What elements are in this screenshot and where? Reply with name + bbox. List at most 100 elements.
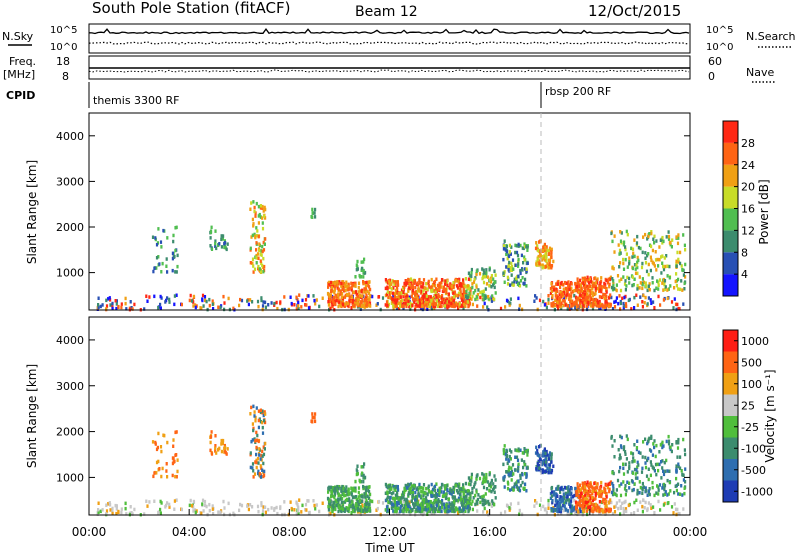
velocity-cell <box>368 506 372 510</box>
power-cell <box>664 285 667 289</box>
velocity-cell <box>418 509 421 514</box>
velocity-cell <box>395 509 398 513</box>
power-cell <box>417 286 420 291</box>
velocity-cell <box>445 509 448 514</box>
velocity-cell <box>550 460 553 464</box>
velocity-cell <box>594 505 597 509</box>
velocity-cell <box>421 509 424 513</box>
velocity-cell <box>297 512 300 516</box>
power-cell <box>357 290 360 294</box>
power-cell <box>662 264 665 269</box>
power-cell <box>346 292 349 297</box>
power-cell <box>594 281 597 285</box>
velocity-cell <box>313 415 316 420</box>
power-cell <box>408 295 411 299</box>
velocity-cell <box>636 470 639 475</box>
power-cell <box>566 307 569 311</box>
power-cell <box>445 304 448 309</box>
power-cell <box>543 258 546 262</box>
velocity-cell <box>468 492 471 496</box>
velocity-cell <box>647 489 650 493</box>
power-cell <box>578 302 581 306</box>
velocity-cell <box>258 453 261 457</box>
power-cell <box>364 300 367 304</box>
colorbar-swatch <box>723 142 738 165</box>
power-cell <box>427 279 430 284</box>
velocity-cell <box>483 506 486 511</box>
power-cell <box>420 301 423 305</box>
power-cell <box>502 257 505 262</box>
velocity-cell <box>628 461 631 465</box>
velocity-cell <box>576 485 579 490</box>
velocity-cell <box>642 485 645 489</box>
power-cell <box>251 217 254 222</box>
power-cell <box>262 214 266 218</box>
velocity-cell <box>615 493 618 498</box>
y-tick-label: 3000 <box>56 175 84 188</box>
velocity-cell <box>449 502 452 507</box>
power-cell <box>613 287 616 291</box>
power-cell <box>261 216 264 220</box>
velocity-cell <box>618 453 622 457</box>
velocity-cell <box>392 499 395 503</box>
power-cell <box>415 294 418 298</box>
power-cell <box>353 303 356 308</box>
velocity-cell <box>660 460 663 464</box>
velocity-cell <box>240 503 244 508</box>
velocity-cell <box>443 506 446 511</box>
power-cell <box>462 278 465 282</box>
power-cell <box>344 302 347 306</box>
power-cell <box>426 307 429 311</box>
power-cell <box>190 299 194 303</box>
velocity-cell <box>644 461 647 465</box>
velocity-cell <box>535 467 538 471</box>
power-cell <box>456 286 460 290</box>
velocity-cell <box>129 505 132 509</box>
power-cell <box>591 287 594 291</box>
velocity-cell <box>524 472 527 476</box>
velocity-cell <box>412 486 415 490</box>
power-cell <box>405 283 408 287</box>
power-cell <box>653 306 656 310</box>
velocity-cell <box>524 482 527 486</box>
velocity-cell <box>263 447 266 451</box>
velocity-cell <box>522 465 525 470</box>
power-cell <box>548 258 552 262</box>
velocity-cell <box>488 488 491 493</box>
power-cell <box>544 264 547 269</box>
power-cell <box>508 301 511 305</box>
velocity-cell <box>544 457 547 461</box>
velocity-cell <box>257 509 260 514</box>
power-cell <box>386 290 389 294</box>
power-cell <box>571 299 574 303</box>
power-cell <box>423 295 426 299</box>
velocity-cell <box>653 469 656 473</box>
velocity-cell <box>151 440 155 444</box>
power-cell <box>352 298 355 302</box>
power-cell <box>518 307 521 311</box>
velocity-cell <box>475 474 478 478</box>
power-cell <box>368 297 371 302</box>
power-cell <box>441 300 444 305</box>
velocity-cell <box>352 508 355 513</box>
power-cell <box>394 280 397 285</box>
power-cell <box>356 259 359 264</box>
velocity-cell <box>631 480 634 484</box>
power-cell <box>151 235 155 239</box>
velocity-cell <box>606 485 610 490</box>
velocity-cell <box>430 493 433 498</box>
power-cell <box>618 248 622 253</box>
velocity-cell <box>251 505 254 509</box>
velocity-cell <box>433 507 437 512</box>
velocity-cell <box>97 510 100 514</box>
velocity-cell <box>537 464 540 468</box>
power-cell <box>637 258 640 263</box>
power-cell <box>620 231 623 235</box>
velocity-cell <box>357 490 360 495</box>
velocity-cell <box>399 505 402 509</box>
power-cell <box>172 239 175 244</box>
power-cell <box>655 268 658 272</box>
power-cell <box>311 211 314 215</box>
power-cell <box>101 303 104 307</box>
velocity-cell <box>604 504 607 509</box>
